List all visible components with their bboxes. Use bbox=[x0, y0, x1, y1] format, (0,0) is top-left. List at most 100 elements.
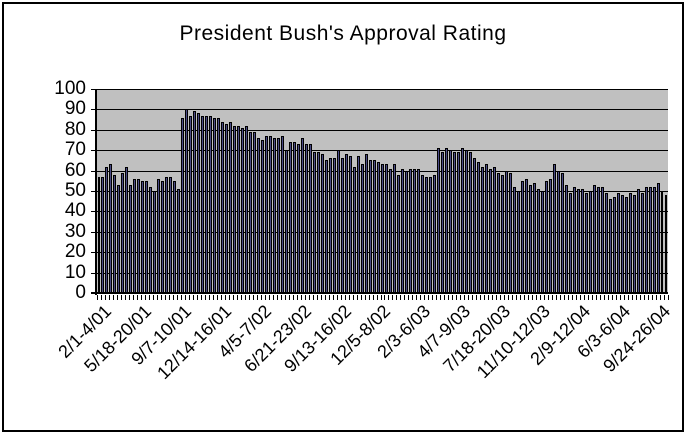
x-axis-tick bbox=[508, 295, 510, 300]
bar bbox=[245, 125, 249, 293]
bar bbox=[384, 164, 388, 293]
x-axis-tick bbox=[340, 295, 342, 300]
x-axis-tick bbox=[216, 295, 218, 300]
bar bbox=[133, 178, 137, 293]
x-axis-tick bbox=[540, 295, 542, 300]
x-axis-tick bbox=[192, 295, 194, 300]
bar bbox=[361, 164, 365, 293]
x-axis-tick bbox=[368, 295, 370, 300]
x-axis-tick bbox=[496, 295, 498, 300]
bar bbox=[620, 195, 624, 293]
bar bbox=[125, 166, 129, 293]
bar bbox=[301, 137, 305, 293]
y-tick-label: 100 bbox=[54, 78, 86, 99]
bar bbox=[209, 115, 213, 293]
gridline bbox=[97, 109, 668, 111]
x-axis-tick bbox=[656, 295, 658, 300]
x-axis-tick bbox=[224, 295, 226, 300]
bar bbox=[532, 182, 536, 293]
bar bbox=[428, 176, 432, 293]
y-axis-tick bbox=[91, 170, 97, 172]
x-axis-tick bbox=[336, 295, 338, 300]
bar bbox=[277, 137, 281, 293]
x-axis-tick bbox=[376, 295, 378, 300]
x-axis-tick bbox=[436, 295, 438, 300]
bar bbox=[432, 174, 436, 293]
y-axis-tick bbox=[91, 150, 97, 152]
bar bbox=[540, 191, 544, 293]
bar bbox=[396, 174, 400, 293]
x-axis-tick bbox=[452, 295, 454, 300]
bar bbox=[121, 172, 125, 293]
y-tick-label: 60 bbox=[64, 159, 86, 181]
bar bbox=[381, 164, 384, 293]
x-axis-tick bbox=[548, 295, 550, 300]
x-axis-tick bbox=[260, 295, 262, 300]
gridline bbox=[97, 89, 668, 90]
x-axis-tick bbox=[97, 295, 98, 300]
bar bbox=[492, 166, 496, 293]
x-axis-tick bbox=[560, 295, 562, 300]
bar bbox=[628, 193, 632, 293]
x-axis-tick bbox=[324, 295, 326, 300]
bar bbox=[516, 191, 520, 293]
bar bbox=[217, 117, 221, 293]
x-axis-tick bbox=[384, 295, 386, 300]
x-axis-tick bbox=[308, 295, 310, 300]
x-axis-tick bbox=[184, 295, 186, 300]
bar bbox=[221, 121, 225, 293]
x-axis-tick bbox=[400, 295, 402, 300]
x-axis-tick bbox=[348, 295, 350, 300]
x-axis-tick bbox=[500, 295, 502, 300]
x-axis-tick bbox=[356, 295, 358, 300]
x-axis-tick bbox=[472, 295, 474, 300]
bar bbox=[165, 176, 169, 293]
x-axis-tick bbox=[492, 295, 494, 300]
x-axis-tick bbox=[188, 295, 190, 300]
x-axis-tick bbox=[300, 295, 302, 300]
bar bbox=[524, 178, 528, 293]
bar bbox=[161, 180, 165, 293]
bar bbox=[341, 158, 345, 293]
y-tick-label: 80 bbox=[64, 118, 86, 140]
x-axis-tick bbox=[320, 295, 322, 300]
x-axis-tick bbox=[360, 295, 362, 300]
bar bbox=[632, 195, 636, 293]
x-axis-tick bbox=[172, 295, 174, 300]
x-axis-tick bbox=[568, 295, 570, 300]
x-axis-tick bbox=[412, 295, 414, 300]
bar bbox=[329, 158, 333, 293]
bar bbox=[97, 176, 101, 293]
x-axis-tick bbox=[220, 295, 222, 300]
bar bbox=[636, 188, 640, 293]
y-tick-label: 0 bbox=[75, 282, 86, 303]
x-axis-tick bbox=[128, 295, 130, 300]
x-axis-tick bbox=[416, 295, 418, 300]
x-axis-tick bbox=[212, 295, 214, 300]
x-axis-tick bbox=[644, 295, 646, 300]
x-axis-tick bbox=[616, 295, 618, 300]
bar bbox=[488, 168, 492, 293]
bar bbox=[648, 186, 652, 293]
x-axis-tick bbox=[256, 295, 258, 300]
x-axis-line bbox=[91, 292, 668, 294]
x-axis-tick bbox=[280, 295, 282, 300]
x-axis-tick bbox=[592, 295, 594, 300]
bar bbox=[269, 135, 273, 293]
bar bbox=[149, 186, 153, 293]
x-axis-tick bbox=[636, 295, 638, 300]
bar bbox=[600, 186, 604, 293]
x-axis-tick bbox=[392, 295, 394, 300]
bar bbox=[309, 144, 313, 293]
bar bbox=[157, 178, 161, 293]
x-axis-tick bbox=[608, 295, 610, 300]
x-axis-tick bbox=[580, 295, 582, 300]
bar bbox=[185, 109, 189, 293]
y-axis-tick bbox=[91, 129, 97, 131]
bar bbox=[237, 125, 241, 293]
x-axis-tick bbox=[484, 295, 486, 300]
bar bbox=[201, 115, 205, 293]
y-tick-label: 40 bbox=[64, 200, 86, 222]
bar bbox=[596, 186, 600, 293]
